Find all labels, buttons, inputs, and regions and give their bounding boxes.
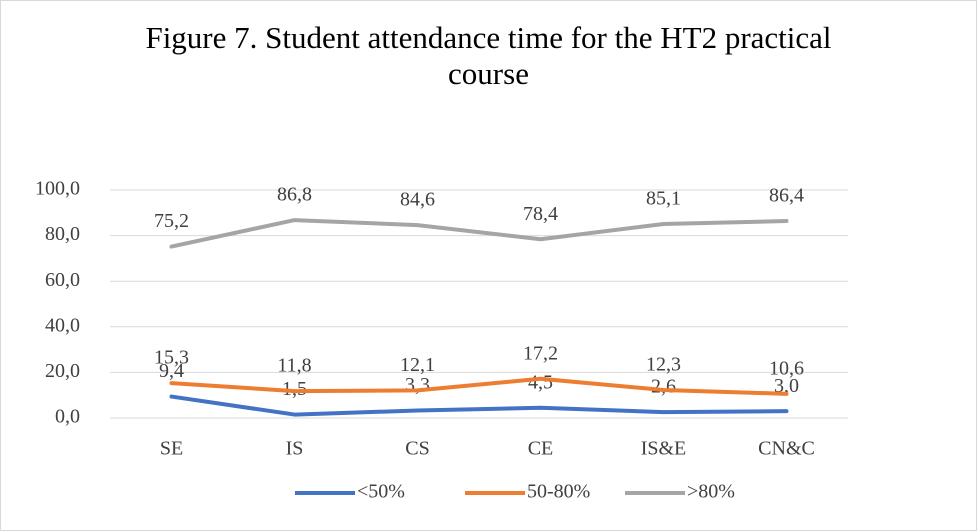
data-label: 12,3 <box>646 354 681 376</box>
line-series <box>169 218 789 249</box>
data-label: 11,8 <box>277 355 311 377</box>
y-tick-label: 100,0 <box>35 178 80 200</box>
legend-label: 50-80% <box>527 481 590 503</box>
x-tick-label: IS&E <box>641 438 687 460</box>
data-label: 84,6 <box>400 189 435 211</box>
y-tick-label: 0,0 <box>55 406 80 428</box>
data-label: 9,4 <box>159 360 184 382</box>
x-tick-label: CS <box>405 438 429 460</box>
data-label: 86,4 <box>769 185 804 207</box>
legend-label: <50% <box>357 481 405 503</box>
data-label: 15,3 <box>154 347 189 369</box>
y-tick-label: 40,0 <box>45 314 80 336</box>
data-label: 85,1 <box>646 188 681 210</box>
data-label: 17,2 <box>523 342 558 364</box>
y-tick-label: 80,0 <box>45 223 80 245</box>
y-tick-label: 20,0 <box>45 360 80 382</box>
x-tick-label: IS <box>286 438 304 460</box>
line-series <box>169 394 789 417</box>
data-label: 75,2 <box>154 210 189 232</box>
data-label: 12,1 <box>400 354 435 376</box>
data-label: 3,0 <box>774 375 799 397</box>
line-series <box>169 376 789 396</box>
legend-label: >80% <box>687 481 735 503</box>
data-label: 2,6 <box>651 376 676 398</box>
data-label: 4,5 <box>528 371 553 393</box>
data-label: 10,6 <box>769 357 804 379</box>
y-tick-label: 60,0 <box>45 269 80 291</box>
chart-title: Figure 7. Student attendance time for th… <box>145 20 832 91</box>
data-label: 78,4 <box>523 203 558 225</box>
x-tick-label: CE <box>528 438 554 460</box>
x-tick-label: SE <box>160 438 183 460</box>
data-label: 3,3 <box>405 374 430 396</box>
data-label: 86,8 <box>277 184 312 206</box>
x-tick-label: CN&C <box>758 438 815 460</box>
